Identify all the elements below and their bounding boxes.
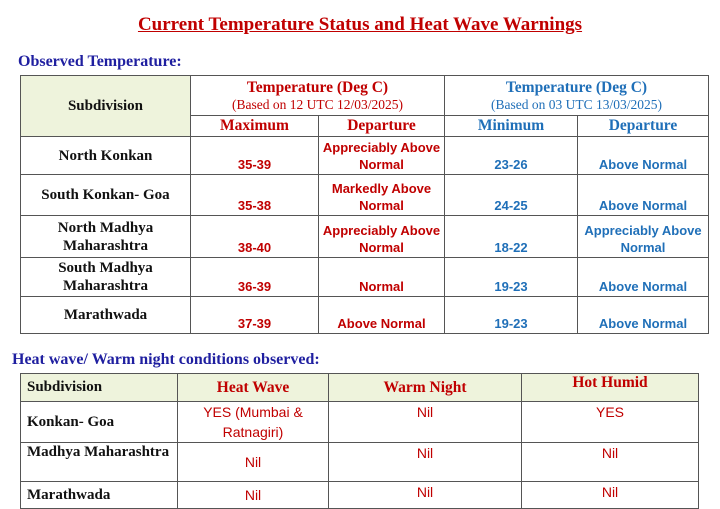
column-header: Maximum (190, 115, 319, 137)
value-cell: 37-39 (190, 296, 319, 334)
value-cell: 23-26 (444, 136, 578, 175)
value-cell: Nil (521, 442, 699, 482)
table-row: North Konkan 35-39 Appreciably Above Norma… (20, 136, 709, 175)
conditions-table: Subdivision Heat Wave Warm Night Hot Humid … (20, 373, 699, 509)
table-row: Konkan- Goa YES (Mumbai & Ratnagiri) Nil YE… (20, 401, 699, 443)
group-basis: (Based on 03 UTC 13/03/2025) (491, 96, 662, 112)
subdivision-cell: Konkan- Goa (20, 401, 178, 443)
column-header: Heat Wave (177, 373, 329, 402)
column-header: Departure (318, 115, 445, 137)
value-cell: Nil (177, 442, 329, 482)
column-header: Minimum (444, 115, 578, 137)
value-cell: YES (521, 401, 699, 443)
subdivision-cell: North Madhya Maharashtra (20, 215, 191, 258)
value-cell: Markedly Above Normal (318, 174, 445, 216)
table-row: South Madhya Maharashtra 36-39 Normal 19-23… (20, 257, 709, 297)
value-cell: 19-23 (444, 296, 578, 334)
value-cell: Nil (177, 481, 329, 509)
value-cell: Above Normal (577, 296, 709, 334)
value-cell: 19-23 (444, 257, 578, 297)
value-cell: Normal (318, 257, 445, 297)
group-header: Temperature (Deg C) (Based on 12 UTC 12/… (190, 75, 445, 116)
value-cell: Above Normal (577, 257, 709, 297)
subdivision-cell: North Konkan (20, 136, 191, 175)
header-cell: Subdivision (20, 75, 191, 137)
observed-table: Subdivision Temperature (Deg C) (Based o… (20, 75, 709, 334)
table-row: North Madhya Maharashtra 38-40 Appreciably… (20, 215, 709, 258)
subdivision-cell: South Madhya Maharashtra (20, 257, 191, 297)
column-header: Warm Night (328, 373, 522, 402)
value-cell: 35-38 (190, 174, 319, 216)
table-row: South Konkan- Goa 35-38 Markedly Above Nor… (20, 174, 709, 216)
subdivision-cell: Marathwada (20, 481, 178, 509)
section-heading: Heat wave/ Warm night conditions observe… (12, 351, 320, 368)
value-cell: Above Normal (318, 296, 445, 334)
subdivision-cell: Marathwada (20, 296, 191, 334)
value-cell: Above Normal (577, 136, 709, 175)
table-row: Marathwada 37-39 Above Normal 19-23 Above No… (20, 296, 709, 334)
column-header: Departure (577, 115, 709, 137)
value-cell: Nil (521, 481, 699, 509)
value-cell: Nil (328, 401, 522, 443)
value-cell: 38-40 (190, 215, 319, 258)
subdivision-cell: South Konkan- Goa (20, 174, 191, 216)
page-title: Current Temperature Status and Heat Wave… (137, 14, 583, 35)
value-cell: Nil (328, 442, 522, 482)
subdivision-cell: Madhya Maharashtra (20, 442, 178, 482)
value-cell: YES (Mumbai & Ratnagiri) (177, 401, 329, 443)
header-row: Subdivision Heat Wave Warm Night Hot Humid (20, 373, 699, 402)
value-cell: 18-22 (444, 215, 578, 258)
value-cell: Appreciably Above Normal (577, 215, 709, 258)
table-row: Marathwada Nil Nil Nil (20, 481, 699, 509)
group-title: Temperature (Deg C) (246, 78, 389, 96)
value-cell: Above Normal (577, 174, 709, 216)
group-title: Temperature (Deg C) (505, 78, 648, 96)
value-cell: 36-39 (190, 257, 319, 297)
header-row: Subdivision Temperature (Deg C) (Based o… (20, 75, 709, 137)
column-header: Subdivision (20, 373, 178, 402)
value-cell: 24-25 (444, 174, 578, 216)
group-basis: (Based on 12 UTC 12/03/2025) (232, 96, 403, 112)
value-cell: Nil (328, 481, 522, 509)
value-cell: 35-39 (190, 136, 319, 175)
column-header: Hot Humid (521, 373, 699, 402)
value-cell: Appreciably Above Normal (318, 215, 445, 258)
section-heading: Observed Temperature: (18, 53, 182, 70)
group-header: Temperature (Deg C) (Based on 03 UTC 13/… (444, 75, 709, 116)
value-cell: Appreciably Above Normal (318, 136, 445, 175)
table-row: Madhya Maharashtra Nil Nil Nil (20, 442, 699, 482)
